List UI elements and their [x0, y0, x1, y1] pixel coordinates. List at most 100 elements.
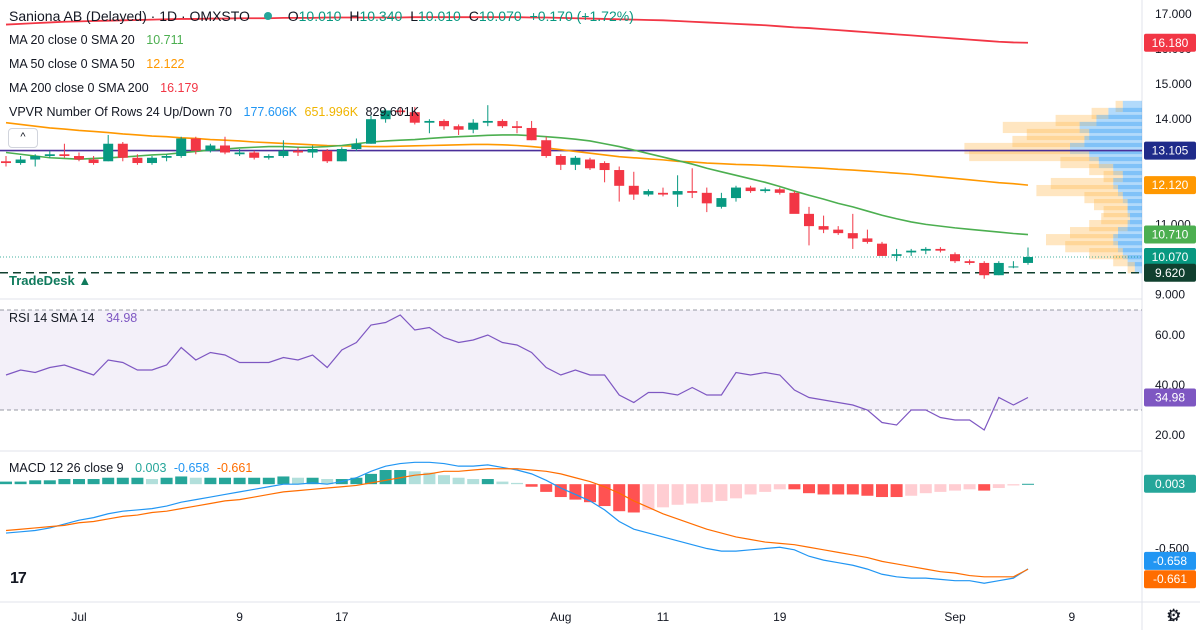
macd-histogram-bar [846, 484, 859, 495]
vpvr-up-bar [1127, 198, 1142, 211]
ma50-value: 12.122 [146, 57, 185, 71]
ohlc-c-label: C [468, 8, 479, 24]
candle-body [176, 138, 187, 157]
macd-histogram-bar [73, 479, 85, 485]
candle-body [59, 154, 70, 157]
time-axis-label: 11 [657, 610, 670, 624]
macd-histogram-bar [730, 484, 742, 499]
symbol-title[interactable]: Saniona AB (Delayed) · 1D · OMXSTO [9, 8, 250, 24]
macd-histogram-bar [467, 479, 480, 485]
ma50-line [5, 121, 1029, 186]
macd-histogram-bar [992, 484, 1005, 489]
candle-body [44, 154, 55, 157]
vpvr-down-bar [1115, 100, 1123, 113]
vpvr-down-bar [1101, 213, 1130, 225]
candle-body [1008, 266, 1019, 268]
candle-body [760, 189, 771, 192]
macd-histogram-bar [189, 477, 202, 485]
vpvr-down-bar [1026, 128, 1090, 141]
vpvr-down-bar [1060, 156, 1099, 169]
vpvr-down-bar [1089, 248, 1123, 260]
candle-body [935, 248, 946, 251]
macd-histogram-bar [365, 473, 377, 485]
ma50-legend[interactable]: MA 50 close 0 SMA 50 12.122 [9, 56, 188, 72]
candle-body [15, 159, 26, 164]
brand-label[interactable]: TradeDesk ▲ [9, 273, 92, 288]
candle-body [439, 120, 449, 127]
macd-histogram-bar [744, 484, 757, 495]
hist-badge-bg [1144, 570, 1196, 589]
ohlc-l-label: L [410, 8, 418, 24]
candle-body [774, 189, 785, 193]
macd-histogram-bar [554, 484, 567, 498]
macd-legend[interactable]: MACD 12 26 close 9 0.003 -0.658 -0.661 [9, 460, 256, 476]
ma200-line [5, 16, 1029, 44]
candle-body [351, 143, 362, 149]
macd-histogram-bar [423, 472, 436, 485]
vpvr-up-bar [1130, 213, 1142, 225]
macd-histogram-bar [14, 481, 27, 485]
macd-histogram-bar [949, 484, 961, 491]
macd-signal-value: -0.658 [173, 461, 210, 475]
vpvr-down-bar [1055, 114, 1097, 127]
vpvr-up-bar [1096, 114, 1142, 127]
macd-label: MACD 12 26 close 9 [9, 461, 124, 475]
candle-body [804, 213, 814, 227]
level-badge: 13.105 [1152, 144, 1189, 158]
time-axis-label: 17 [1167, 610, 1181, 624]
time-axis-label: 9 [236, 610, 243, 624]
macd-histogram-bar [700, 484, 713, 503]
macd-histogram-bar [963, 484, 976, 490]
vpvr-down-bar [1070, 227, 1118, 239]
rsi-tick-label: 20.00 [1155, 428, 1185, 442]
macd-histogram-bar [29, 480, 42, 485]
ma200-legend[interactable]: MA 200 close 0 SMA 200 16.179 [9, 80, 202, 96]
vpvr-down-bar [1103, 170, 1123, 183]
last-price-badge: 10.070 [1152, 250, 1189, 264]
macd-histogram-bar [832, 484, 845, 495]
candle-body [74, 156, 84, 160]
vpvr-down-bar [1089, 163, 1114, 176]
macd-histogram-bar [511, 482, 523, 485]
macd-histogram-bar [803, 484, 815, 494]
symbol-legend[interactable]: Saniona AB (Delayed) · 1D · OMXSTO O10.0… [9, 8, 638, 24]
candle-body [482, 120, 493, 123]
collapse-legend-button[interactable]: ^ [8, 128, 38, 148]
candle-body [147, 157, 157, 164]
time-axis-label: 17 [335, 610, 349, 624]
macd-histogram-bar [481, 479, 494, 485]
ma20-legend[interactable]: MA 20 close 0 SMA 20 10.711 [9, 32, 188, 48]
macd-value: 0.003 [135, 461, 167, 475]
macd-histogram-bar [773, 484, 786, 490]
last-price-badge-bg [1144, 247, 1196, 266]
tradingview-logo[interactable]: 17 [10, 570, 27, 587]
macd-histogram-bar [219, 477, 231, 485]
vpvr-up-bar [1118, 227, 1142, 239]
macd-histogram-bar [204, 477, 217, 485]
macd-histogram-bar [146, 479, 158, 485]
ohlc-open: 10.010 [298, 8, 342, 24]
vpvr-up-bar [1098, 156, 1142, 169]
macd-histogram-bar [0, 481, 12, 485]
candle-body [117, 143, 128, 158]
price-tick-label: 14.000 [1155, 112, 1192, 126]
time-axis-label: 9 [1068, 610, 1075, 624]
macd-histogram-bar [919, 484, 932, 494]
rsi-legend[interactable]: RSI 14 SMA 14 34.98 [9, 310, 141, 326]
macd-hist-value: -0.661 [216, 461, 253, 475]
vpvr-down-bar [1084, 191, 1123, 204]
level-badge-bg [1144, 141, 1196, 160]
vpvr-legend[interactable]: VPVR Number Of Rows 24 Up/Down 70 177.60… [9, 104, 423, 120]
ma50-badge-bg [1144, 176, 1196, 195]
candle-body [395, 110, 406, 113]
rsi-label: RSI 14 SMA 14 [9, 311, 95, 325]
vpvr-up-bar [1089, 128, 1142, 141]
candle-body [205, 145, 216, 151]
gear-icon[interactable]: ⚙ [1166, 606, 1182, 625]
ma20-label: MA 20 close 0 SMA 20 [9, 33, 135, 47]
vpvr-down-bar [969, 149, 1090, 162]
candle-body [103, 143, 114, 162]
vpvr-up-bar [1118, 184, 1142, 197]
vpvr-total: 829.601K [365, 105, 420, 119]
